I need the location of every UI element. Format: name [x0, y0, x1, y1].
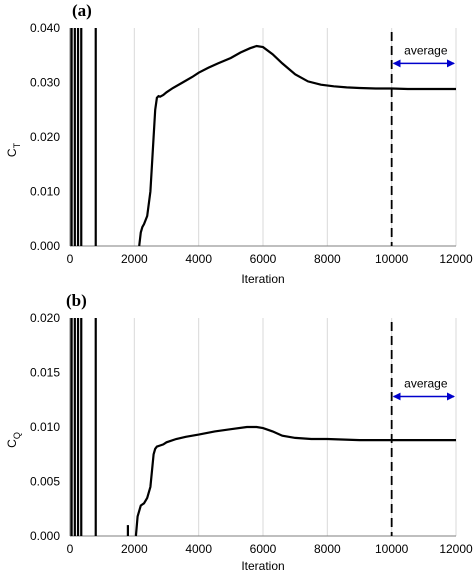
y-axis-label-b-sub: Q [12, 432, 22, 439]
axes-a [69, 28, 456, 247]
x-tick-label: 4000 [185, 542, 212, 556]
y-axis-label-a: CT [5, 142, 22, 157]
x-tick-label: 12000 [439, 542, 473, 556]
x-tick-label: 10000 [375, 542, 409, 556]
x-tick-label: 6000 [250, 542, 277, 556]
x-tick-label: 0 [67, 542, 74, 556]
grid-a [133, 28, 457, 246]
svg-text:CT: CT [5, 142, 22, 157]
panel-label-b: (b) [66, 291, 87, 310]
y-tick-label: 0.010 [30, 420, 60, 434]
average-label: average [404, 43, 448, 57]
x-tick-label: 6000 [250, 252, 277, 266]
x-tick-labels-a: 0 2000 4000 6000 8000 10000 12000 [67, 252, 473, 266]
y-tick-label: 0.010 [30, 185, 60, 199]
y-tick-label: 0.020 [30, 311, 60, 325]
early-spikes-b [70, 318, 130, 536]
average-label: average [404, 376, 448, 390]
x-tick-label: 8000 [314, 542, 341, 556]
series-line-a [138, 44, 456, 247]
y-tick-label: 0.020 [30, 130, 60, 144]
x-tick-label: 2000 [121, 542, 148, 556]
y-tick-label: 0.040 [30, 21, 60, 35]
y-tick-label: 0.005 [30, 475, 60, 489]
svg-text:CQ: CQ [5, 432, 22, 448]
y-axis-label-b: CQ [5, 432, 22, 448]
panel-label-a: (a) [72, 1, 92, 20]
y-tick-labels-a: 0.000 0.010 0.020 0.030 0.040 [30, 21, 60, 253]
average-marker-a: average [390, 32, 455, 246]
x-tick-label: 0 [67, 252, 74, 266]
y-tick-label: 0.000 [30, 239, 60, 253]
y-axis-label-a-sub: T [12, 142, 22, 148]
x-tick-label: 8000 [314, 252, 341, 266]
grid-b [133, 318, 457, 536]
x-axis-label-a: Iteration [241, 272, 284, 286]
y-axis-label-a-main: C [5, 148, 19, 157]
series-line-b [134, 425, 456, 537]
panel-b: average 0.000 0.005 0.010 0.015 0.020 0 2000 4… [5, 291, 473, 573]
y-tick-label: 0.030 [30, 76, 60, 90]
y-tick-label: 0.015 [30, 366, 60, 380]
x-axis-label-b: Iteration [241, 559, 284, 573]
y-tick-labels-b: 0.000 0.005 0.010 0.015 0.020 [30, 311, 60, 543]
x-tick-labels-b: 0 2000 4000 6000 8000 10000 12000 [67, 542, 473, 556]
panel-a: average 0.000 0.010 0.020 0.030 0.040 0 2000 4… [5, 1, 473, 286]
early-spikes-a [70, 28, 97, 246]
x-tick-label: 10000 [375, 252, 409, 266]
average-marker-b: average [390, 322, 455, 536]
x-tick-label: 12000 [439, 252, 473, 266]
y-tick-label: 0.000 [30, 529, 60, 543]
x-tick-label: 4000 [185, 252, 212, 266]
x-tick-label: 2000 [121, 252, 148, 266]
y-axis-label-b-main: C [5, 439, 19, 448]
